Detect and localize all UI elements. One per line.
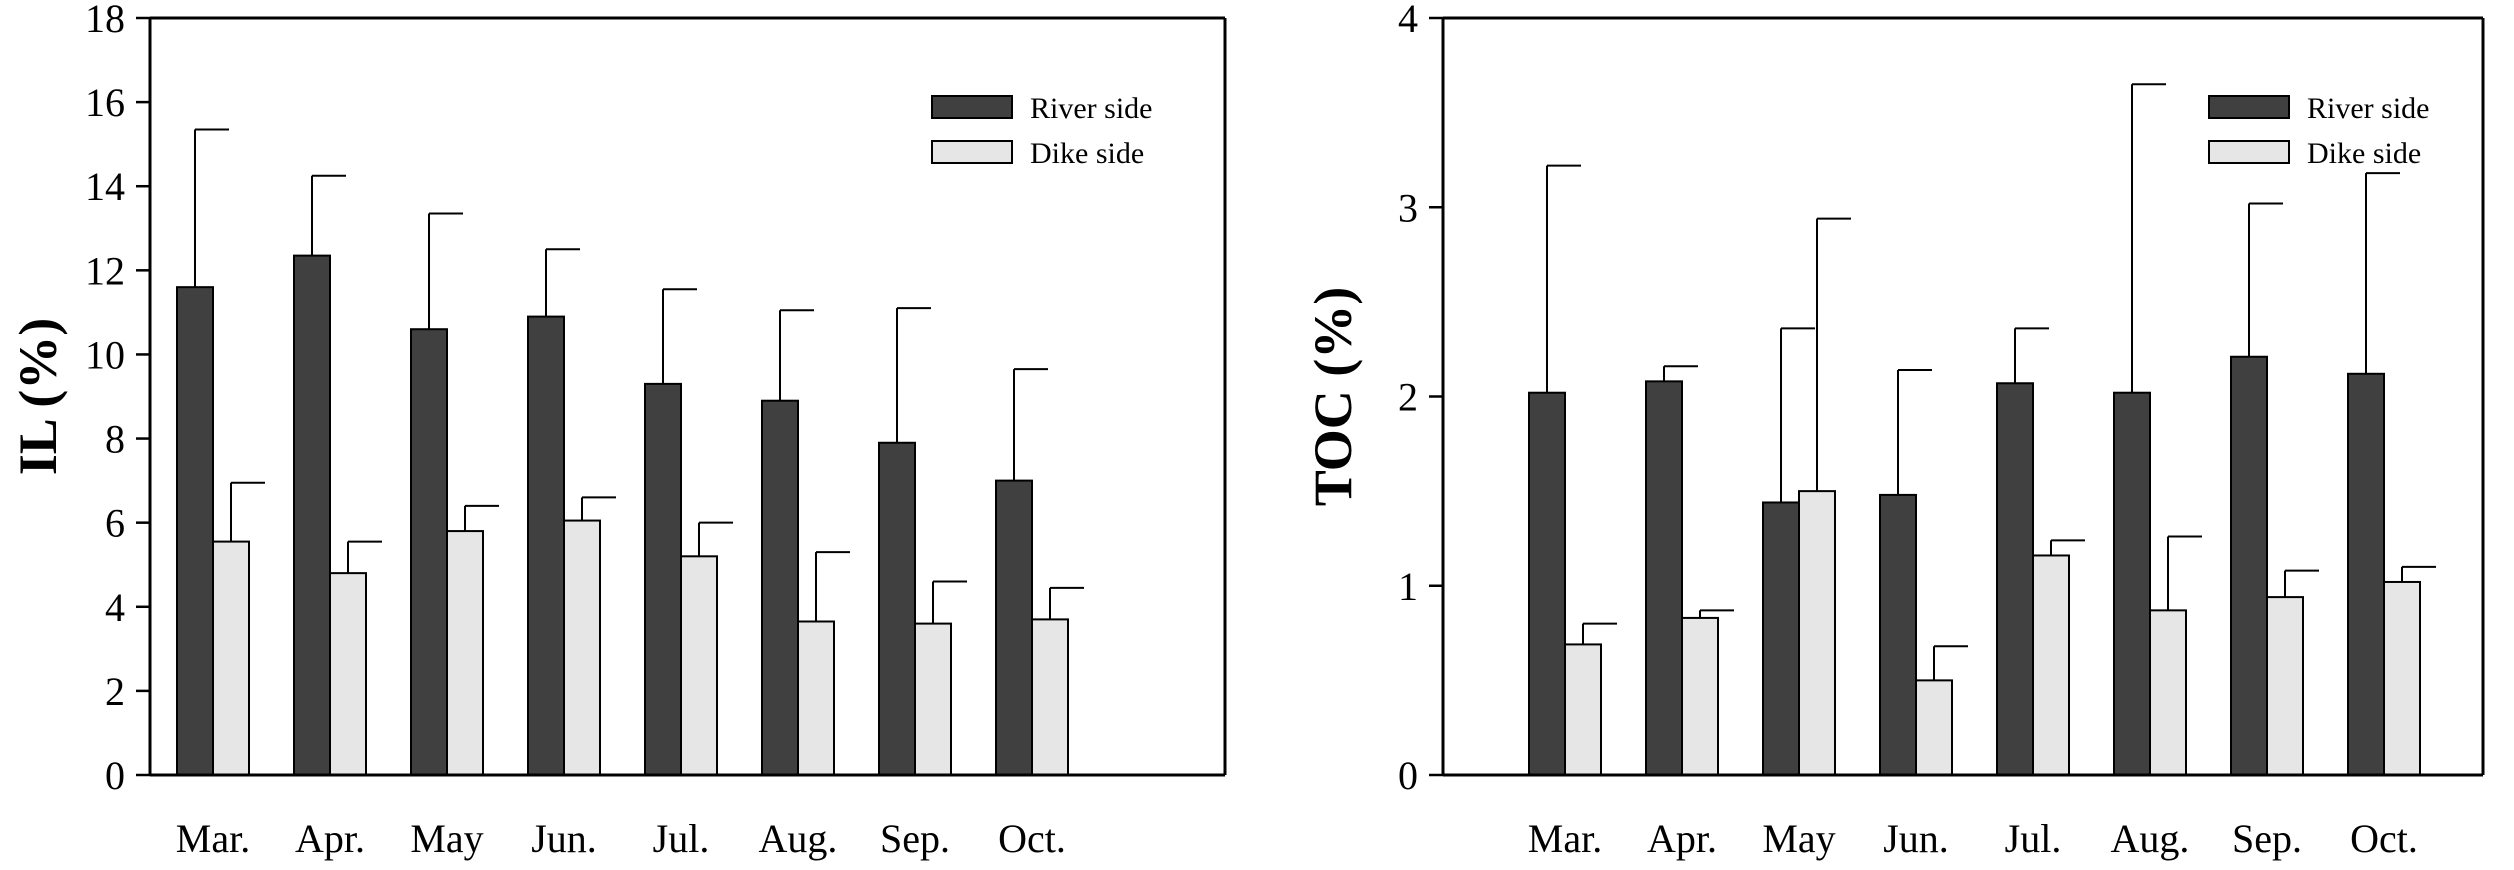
- panel1-legend-swatch-river: [931, 95, 1013, 119]
- panel2-bar-dike: [2266, 596, 2304, 776]
- panel2-y-tick-label: 0: [1398, 753, 1418, 798]
- panel1-y-tick-label: 16: [85, 80, 125, 125]
- panel2-bar-river: [1528, 391, 1566, 776]
- panel2-y-axis-title: TOC (%): [1303, 287, 1363, 507]
- panel2-bar-dike: [2032, 554, 2070, 776]
- panel2-y-tick-label: 3: [1398, 185, 1418, 230]
- panel2-x-tick-label: Jul.: [2005, 816, 2062, 861]
- panel2-legend-label-dike: Dike side: [2307, 137, 2421, 170]
- panel1-y-tick-label: 4: [105, 585, 125, 630]
- panel1-y-tick-label: 0: [105, 753, 125, 798]
- panel2-bar-dike: [1915, 679, 1953, 776]
- panel2-x-tick-label: Mar.: [1528, 816, 1602, 861]
- panel1-y-tick-label: 8: [105, 417, 125, 462]
- panel2-x-tick-label: Jun.: [1883, 816, 1949, 861]
- panel1-y-tick-label: 2: [105, 669, 125, 714]
- panel1-bar-dike: [212, 540, 250, 777]
- panel1-bar-river: [176, 286, 214, 776]
- panel2-legend-swatch-dike: [2208, 140, 2290, 164]
- panel1-bar-river: [878, 441, 916, 776]
- panel1-bar-river: [410, 328, 448, 776]
- panel1-y-tick-label: 12: [85, 248, 125, 293]
- panel1-x-tick-label: Apr.: [295, 816, 365, 861]
- panel2-bar-dike: [1798, 490, 1836, 776]
- panel1-y-tick-label: 14: [85, 164, 125, 209]
- panel2-x-tick-label: Aug.: [2111, 816, 2190, 861]
- panel1-bar-river: [644, 382, 682, 776]
- panel1-bar-river: [761, 399, 799, 776]
- panel1-x-tick-label: Jul.: [653, 816, 710, 861]
- panel1-y-tick-label: 6: [105, 501, 125, 546]
- panel1-legend-label-river: River side: [1030, 92, 1152, 125]
- panel1-bar-dike: [1031, 618, 1069, 777]
- panel2-y-tick-label: 4: [1398, 0, 1418, 41]
- panel2-legend-swatch-river: [2208, 95, 2290, 119]
- panel1-bar-river: [995, 479, 1033, 776]
- panel1-x-tick-label: Oct.: [998, 816, 1066, 861]
- panel2-bar-dike: [2383, 580, 2421, 777]
- panel1-legend-label-dike: Dike side: [1030, 137, 1144, 170]
- panel1-y-tick-label: 18: [85, 0, 125, 41]
- panel1-x-tick-label: Jun.: [531, 816, 597, 861]
- panel2-legend-label-river: River side: [2307, 92, 2429, 125]
- panel1-x-tick-label: Mar.: [176, 816, 250, 861]
- panel2-bar-river: [1879, 493, 1917, 776]
- panel2-x-tick-label: Oct.: [2350, 816, 2418, 861]
- panel1-bar-dike: [329, 572, 367, 777]
- panel1-bar-dike: [446, 530, 484, 776]
- panel1-legend-swatch-dike: [931, 140, 1013, 164]
- panel1-x-tick-label: Aug.: [759, 816, 838, 861]
- panel2-bar-river: [2347, 372, 2385, 776]
- panel1-y-tick-label: 10: [85, 332, 125, 377]
- panel2-bar-dike: [2149, 609, 2187, 776]
- panel1-x-tick-label: Sep.: [880, 816, 950, 861]
- panel2-x-tick-label: Apr.: [1647, 816, 1717, 861]
- panel2-bar-dike: [1564, 643, 1602, 776]
- panel2-x-tick-label: Sep.: [2232, 816, 2302, 861]
- panel1-y-axis-title: IL (%): [8, 318, 68, 476]
- panel2-y-tick-label: 2: [1398, 375, 1418, 420]
- panel1-bar-river: [527, 315, 565, 776]
- panel2-y-tick-label: 1: [1398, 564, 1418, 609]
- panel1-bar-dike: [914, 622, 952, 776]
- panel1-bar-dike: [680, 555, 718, 776]
- panel2-x-tick-label: May: [1762, 816, 1835, 861]
- panel1-bar-dike: [563, 519, 601, 777]
- panel2-bar-river: [1762, 501, 1800, 776]
- panel2-bar-river: [2230, 355, 2268, 776]
- panel1-bar-river: [293, 254, 331, 776]
- panel1-bar-dike: [797, 620, 835, 776]
- panel2-bar-dike: [1681, 616, 1719, 776]
- panel2-bar-river: [2113, 391, 2151, 776]
- panel2-bar-river: [1996, 382, 2034, 776]
- panel1-x-tick-label: May: [410, 816, 483, 861]
- panel2-bar-river: [1645, 380, 1683, 776]
